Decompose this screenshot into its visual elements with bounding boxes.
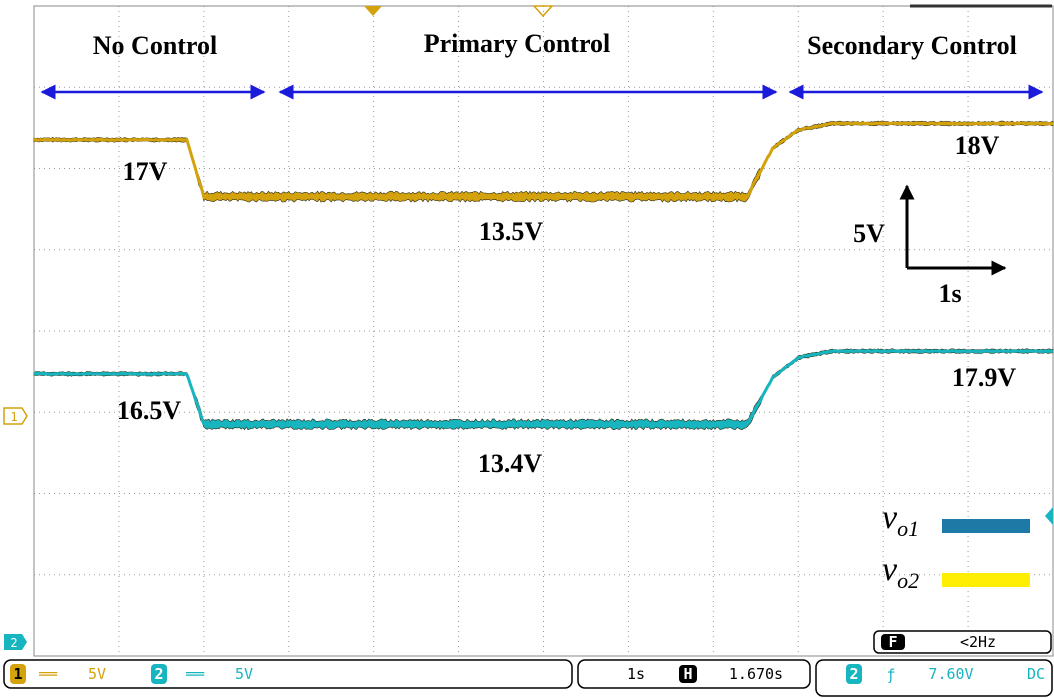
ch1-ground-marker-label: 1 (10, 410, 17, 424)
legend-vo1-symbol: v (882, 499, 898, 536)
ch2-status-icon (151, 664, 167, 684)
annotation-18v: 18V (955, 131, 1000, 160)
trigger-level-value: 7.60V (928, 665, 973, 683)
ch1-volts-per-div: 5V (88, 665, 106, 683)
timebase-value: 1s (627, 665, 645, 683)
scale-indicator: 5V 1s (853, 184, 1007, 308)
traces (33, 120, 1054, 431)
legend-vo2-symbol: v (882, 551, 898, 588)
ch2-volts-per-div: 5V (235, 665, 253, 683)
legend-vo2-subscript: o2 (897, 568, 919, 593)
frequency-value: <2Hz (960, 633, 996, 651)
horizontal-position-icon (679, 665, 697, 683)
horizontal-position-icon-label: H (683, 665, 692, 683)
trigger-source-icon-label: 2 (849, 665, 858, 683)
grid (34, 6, 1053, 656)
trigger-source-icon (846, 664, 862, 684)
scale-label-time: 1s (938, 279, 961, 308)
annotation-17-9v: 17.9V (952, 363, 1017, 392)
annotation-13-4v: 13.4V (478, 449, 543, 478)
legend-swatch-vo1 (942, 519, 1030, 533)
ch2-coupling: ══ (185, 665, 205, 683)
trace-v-o1-band (33, 348, 1054, 431)
ch1-coupling: ══ (38, 665, 58, 683)
legend-label-vo2: vo2 (882, 551, 919, 593)
legend-label-vo1: vo1 (882, 499, 919, 541)
annotation-13-5v: 13.5V (479, 217, 544, 246)
horizontal-position-value: 1.670s (729, 665, 783, 683)
annotation-16-5v: 16.5V (117, 396, 182, 425)
ch1-ground-marker: 1 (3, 407, 28, 425)
ch1-status-icon (10, 664, 26, 684)
trigger-coupling-value: DC (1027, 665, 1045, 683)
ch2-ground-marker-label: 2 (10, 636, 17, 650)
frequency-icon-label: F (888, 633, 897, 651)
ch2-ground-marker: 2 (4, 634, 27, 650)
frequency-counter: F <2Hz (873, 630, 1052, 654)
ch1-status-icon-label: 1 (13, 665, 22, 683)
legend: vo1 vo2 (882, 499, 1030, 593)
trigger-edge-icon: ƒ (886, 666, 895, 684)
trigger-position-marker (364, 6, 382, 16)
annotation-17v: 17V (123, 157, 168, 186)
trace-v-o1 (33, 348, 1054, 428)
status-bar: 1 ══ 5V 2 ══ 5V 1s H 1.670s 2 ƒ 7.60V DC (3, 659, 1053, 697)
region-label-secondary-control: Secondary Control (807, 31, 1017, 60)
region-label-no-control: No Control (93, 31, 217, 60)
status-trigger-box (815, 659, 1053, 697)
legend-swatch-vo2 (942, 573, 1030, 587)
status-channel-box (3, 659, 573, 689)
trace-v-o2 (34, 121, 1054, 201)
trigger-position-hollow-marker (532, 5, 554, 18)
ch2-status-icon-label: 2 (154, 665, 163, 683)
legend-vo1-subscript: o1 (897, 516, 919, 541)
region-label-primary-control: Primary Control (424, 29, 611, 58)
scale-label-voltage: 5V (853, 219, 885, 248)
frequency-icon (881, 634, 905, 650)
ch2-trigger-level-marker (1045, 507, 1053, 525)
trace-v-o2-band (33, 120, 1054, 203)
